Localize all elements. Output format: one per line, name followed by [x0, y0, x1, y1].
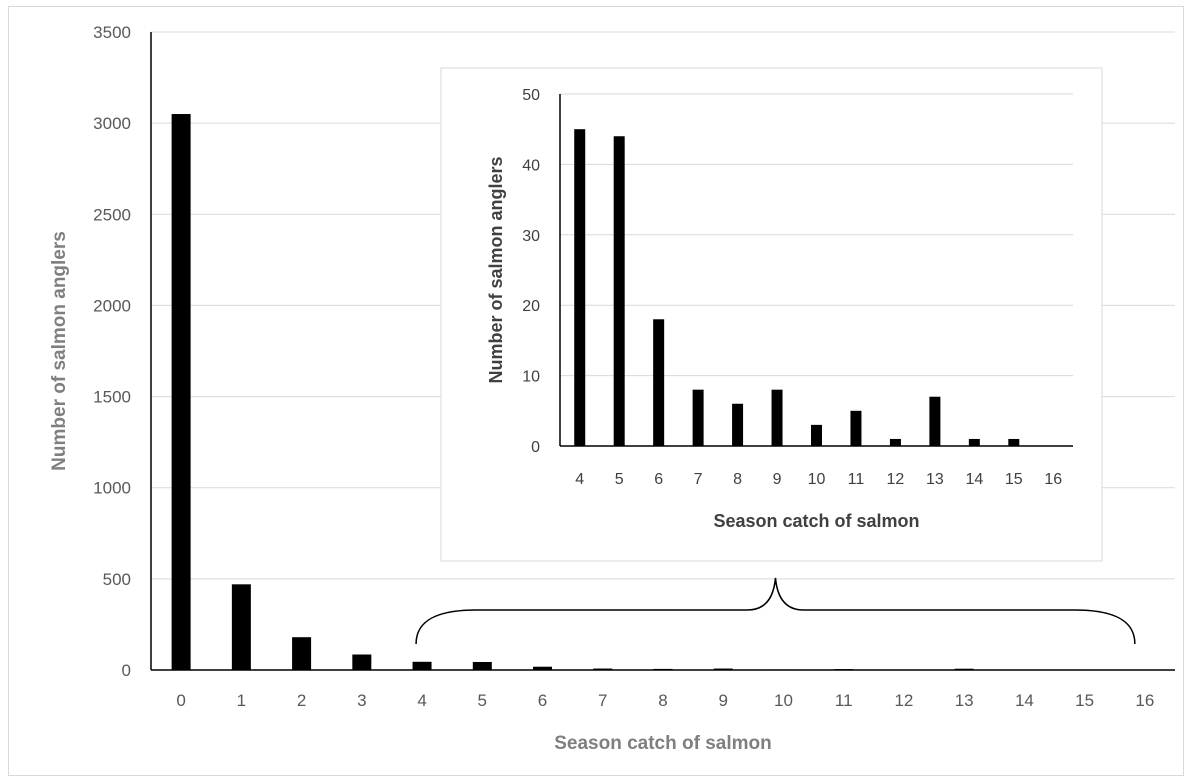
- inset-bar: [692, 389, 704, 446]
- main-bar: [171, 114, 191, 671]
- inset-x-tick-label: 5: [615, 471, 624, 488]
- inset-y-tick-label: 0: [531, 439, 540, 456]
- inset-bar: [929, 396, 941, 446]
- brace-annotation: [415, 577, 1136, 645]
- inset-bar: [968, 438, 980, 446]
- main-x-tick-label: 11: [835, 691, 853, 710]
- inset-x-tick-label: 6: [654, 471, 663, 488]
- inset-y-tick-labels: 0 10 20 30 40 50: [522, 87, 540, 456]
- main-x-tick-labels: 0 1 2 3 4 5 6 7 8 9 10 11 12 13 14 15 16: [176, 691, 1154, 710]
- main-x-tick-label: 13: [955, 691, 974, 710]
- main-x-tick-label: 6: [538, 691, 547, 710]
- main-y-tick-label: 1000: [93, 479, 131, 498]
- main-bar: [352, 654, 372, 670]
- inset-x-tick-label: 15: [1005, 471, 1023, 488]
- inset-y-tick-label: 10: [522, 369, 540, 386]
- inset-bars: [574, 129, 1020, 447]
- main-x-tick-label: 2: [297, 691, 306, 710]
- inset-x-tick-label: 13: [926, 471, 944, 488]
- inset-chart-frame: [440, 67, 1103, 562]
- inset-x-tick-label: 10: [808, 471, 826, 488]
- inset-bar: [889, 438, 901, 446]
- inset-y-tick-label: 30: [522, 228, 540, 245]
- inset-x-tick-label: 8: [733, 471, 742, 488]
- inset-bar: [732, 403, 744, 446]
- main-y-tick-labels: 0 500 1000 1500 2000 2500 3000 3500: [93, 23, 131, 680]
- inset-x-tick-label: 16: [1044, 471, 1062, 488]
- inset-x-tick-label: 9: [773, 471, 782, 488]
- main-y-tick-label: 1500: [93, 388, 131, 407]
- main-bar: [472, 661, 492, 670]
- inset-x-tick-label: 7: [694, 471, 703, 488]
- main-x-tick-label: 10: [774, 691, 793, 710]
- inset-x-axis-title: Season catch of salmon: [713, 511, 919, 531]
- inset-bar: [653, 319, 665, 446]
- main-x-tick-label: 1: [237, 691, 246, 710]
- inset-x-tick-label: 4: [575, 471, 584, 488]
- inset-x-tick-label: 11: [848, 471, 865, 488]
- main-bar: [292, 637, 312, 670]
- inset-bar: [574, 129, 586, 446]
- main-y-tick-label: 3000: [93, 114, 131, 133]
- inset-bar: [771, 389, 783, 446]
- main-bars: [171, 114, 1095, 671]
- main-x-tick-label: 7: [598, 691, 607, 710]
- main-y-tick-label: 500: [103, 570, 131, 589]
- main-x-tick-label: 16: [1135, 691, 1154, 710]
- main-x-tick-label: 5: [478, 691, 487, 710]
- inset-x-tick-labels: 4 5 6 7 8 9 10 11 12 13 14 15 16: [575, 471, 1062, 488]
- inset-y-tick-label: 50: [522, 87, 540, 104]
- main-bar: [533, 666, 553, 670]
- main-y-tick-label: 2000: [93, 296, 131, 315]
- main-x-axis-title: Season catch of salmon: [554, 733, 772, 754]
- inset-y-tick-label: 20: [522, 298, 540, 315]
- main-x-tick-label: 12: [894, 691, 913, 710]
- main-y-tick-label: 0: [122, 661, 131, 680]
- main-x-tick-label: 8: [658, 691, 667, 710]
- main-bar: [412, 661, 432, 670]
- inset-bar: [811, 424, 822, 446]
- main-y-axis-title: Number of salmon anglers: [49, 231, 70, 471]
- inset-gridlines: [560, 93, 1073, 377]
- main-y-tick-label: 2500: [93, 205, 131, 224]
- main-x-tick-label: 14: [1015, 691, 1034, 710]
- main-x-tick-label: 0: [176, 691, 185, 710]
- main-x-tick-label: 4: [417, 691, 426, 710]
- main-y-tick-label: 3500: [93, 23, 131, 42]
- inset-x-tick-label: 12: [887, 471, 905, 488]
- inset-bar: [850, 410, 862, 446]
- inset-bar: [1008, 438, 1020, 446]
- inset-y-tick-label: 40: [522, 157, 540, 174]
- inset-y-axis-title: Number of salmon anglers: [486, 156, 506, 383]
- main-x-tick-label: 9: [719, 691, 728, 710]
- main-x-tick-label: 3: [357, 691, 366, 710]
- main-bar: [231, 584, 251, 670]
- inset-bar: [613, 136, 625, 447]
- inset-x-tick-label: 14: [965, 471, 983, 488]
- main-x-tick-label: 15: [1075, 691, 1094, 710]
